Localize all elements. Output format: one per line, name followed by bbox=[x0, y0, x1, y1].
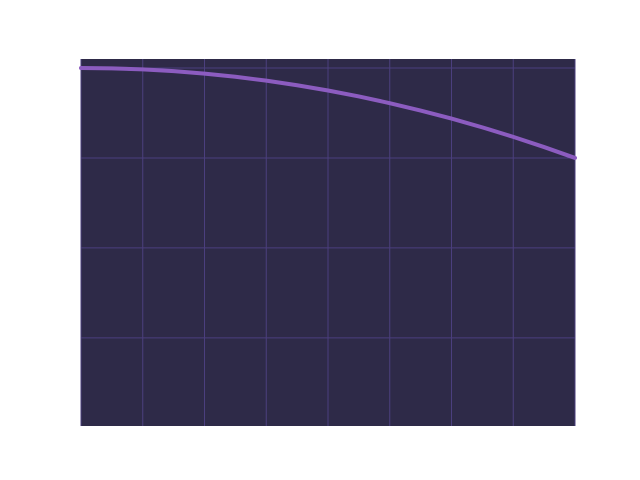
lines bbox=[79, 65, 577, 160]
data-line bbox=[79, 65, 577, 160]
grid bbox=[80, 59, 576, 426]
